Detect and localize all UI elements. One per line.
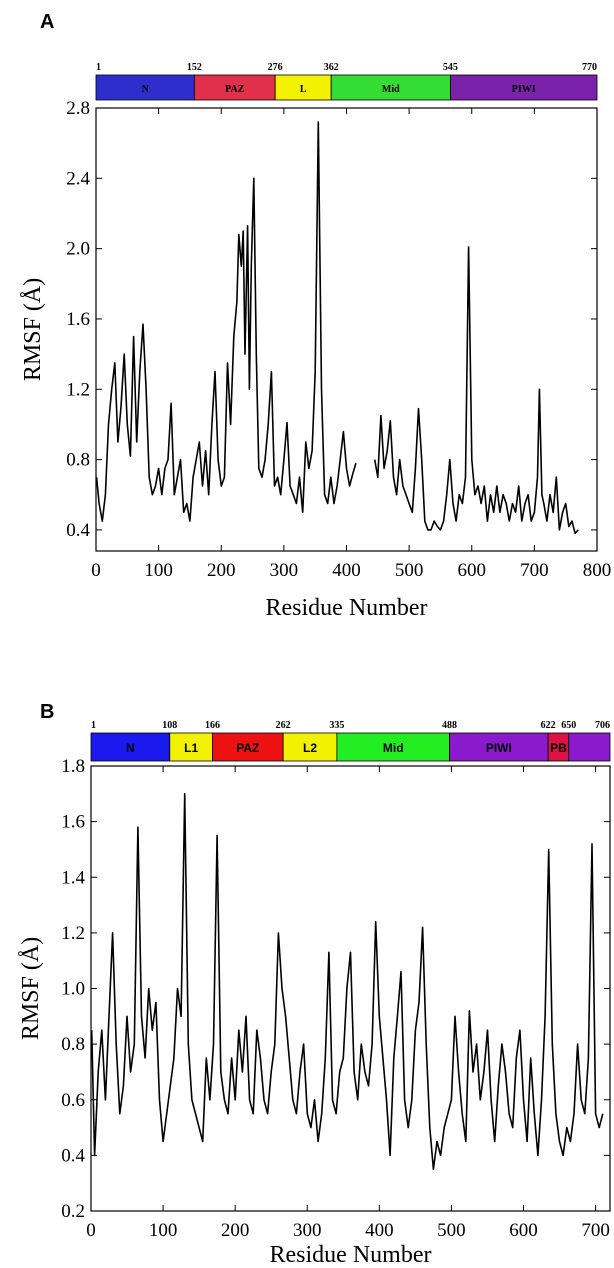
domain-label-l2: L2 xyxy=(303,741,317,755)
domain-boundary-label: 152 xyxy=(187,62,202,73)
plot-frame xyxy=(95,107,598,552)
domain-boundary-label: 276 xyxy=(268,62,283,73)
y-tick-label: 1.2 xyxy=(66,379,90,400)
rmsf-line-segment-2 xyxy=(373,246,579,535)
domain-boundary-label: 108 xyxy=(162,720,177,731)
y-tick-label: 2.4 xyxy=(66,168,90,189)
domain-segment-paz xyxy=(212,732,284,762)
y-tick-label: 0.8 xyxy=(66,450,90,471)
domain-label-piwi: PIWI xyxy=(512,84,536,95)
domain-label-piwi: PIWI xyxy=(486,741,512,755)
domain-label-n: N xyxy=(126,741,135,755)
y-tick-label: 1.6 xyxy=(61,812,85,833)
y-tick-label: 1.4 xyxy=(61,867,85,888)
domain-boundary-label: 1 xyxy=(91,720,96,731)
domain-label-paz: PAZ xyxy=(225,84,245,95)
y-tick-label: 0.8 xyxy=(61,1034,85,1055)
y-axis-title: RMSF (Å) xyxy=(18,937,44,1040)
y-tick-label: 0.4 xyxy=(61,1145,85,1166)
domain-label-n: N xyxy=(142,84,150,95)
domain-segment-l1 xyxy=(169,732,213,762)
x-tick-label: 200 xyxy=(207,560,236,581)
x-tick-label: 600 xyxy=(509,1220,538,1241)
domain-label-paz: PAZ xyxy=(236,741,259,755)
x-tick-label: 300 xyxy=(270,560,299,581)
x-tick-label: 500 xyxy=(395,560,424,581)
domain-segment-paz xyxy=(193,74,276,101)
x-tick-label: 0 xyxy=(86,1220,96,1241)
rmsf-line-segment-1 xyxy=(90,793,604,1171)
domain-segment-piwi xyxy=(450,74,598,101)
domain-boundary-label: 650 xyxy=(561,720,576,731)
y-tick-label: 1.8 xyxy=(61,756,85,777)
domain-label-l1: L1 xyxy=(184,741,198,755)
y-tick-label: 1.2 xyxy=(61,923,85,944)
domain-boundary-label: 335 xyxy=(329,720,344,731)
x-tick-label: 700 xyxy=(581,1220,610,1241)
panel-a-label: A xyxy=(40,11,54,33)
x-tick-label: 100 xyxy=(144,560,173,581)
x-axis-title: Residue Number xyxy=(270,1242,432,1268)
y-tick-label: 2.8 xyxy=(66,98,90,119)
domain-boundary-label: 1 xyxy=(96,62,101,73)
x-tick-label: 700 xyxy=(520,560,549,581)
x-tick-label: 800 xyxy=(583,560,612,581)
domain-label-mid: Mid xyxy=(383,741,404,755)
domain-label-mid: Mid xyxy=(382,84,400,95)
y-tick-label: 0.2 xyxy=(61,1201,85,1222)
y-tick-label: 1.6 xyxy=(66,309,90,330)
x-tick-label: 100 xyxy=(149,1220,178,1241)
domain-boundary-label: 770 xyxy=(582,62,597,73)
y-tick-label: 0.6 xyxy=(61,1090,85,1111)
domain-segment-l xyxy=(274,74,332,101)
panel-b-chart: N L1 PAZ L2 Mid PIWI PB 1 108 166 262 335 488 622 650 7… xyxy=(18,720,611,1268)
domain-boundary-label: 362 xyxy=(324,62,339,73)
x-tick-label: 200 xyxy=(221,1220,250,1241)
rmsf-line-segment-1 xyxy=(95,121,357,522)
y-tick-label: 2.0 xyxy=(66,239,90,260)
domain-boundary-label: 545 xyxy=(443,62,458,73)
x-tick-label: 300 xyxy=(293,1220,322,1241)
domain-boundary-label: 166 xyxy=(205,720,220,731)
plot-frame xyxy=(90,765,611,1212)
x-tick-label: 0 xyxy=(91,560,101,581)
domain-boundary-label: 488 xyxy=(442,720,457,731)
panel-b-label: B xyxy=(40,701,54,723)
domain-segment-tail xyxy=(568,732,611,762)
domain-label-pb: PB xyxy=(550,741,567,755)
domain-boundary-label: 262 xyxy=(276,720,291,731)
domain-boundary-label: 622 xyxy=(541,720,556,731)
x-tick-label: 600 xyxy=(458,560,487,581)
x-tick-label: 400 xyxy=(365,1220,394,1241)
y-tick-label: 0.4 xyxy=(66,520,90,541)
x-axis-title: Residue Number xyxy=(266,595,428,621)
y-axis-title: RMSF (Å) xyxy=(20,278,46,381)
x-tick-label: 500 xyxy=(437,1220,466,1241)
x-tick-label: 400 xyxy=(332,560,361,581)
domain-segment-piwi xyxy=(449,732,549,762)
panel-a-chart: N PAZ L Mid PIWI 1 152 276 362 545 770 0 100 200 300 40… xyxy=(20,62,611,621)
domain-label-l: L xyxy=(300,84,307,95)
y-tick-label: 1.0 xyxy=(61,979,85,1000)
domain-segment-n xyxy=(90,732,171,762)
domain-segment-n xyxy=(95,74,195,101)
domain-boundary-label: 706 xyxy=(595,720,610,731)
